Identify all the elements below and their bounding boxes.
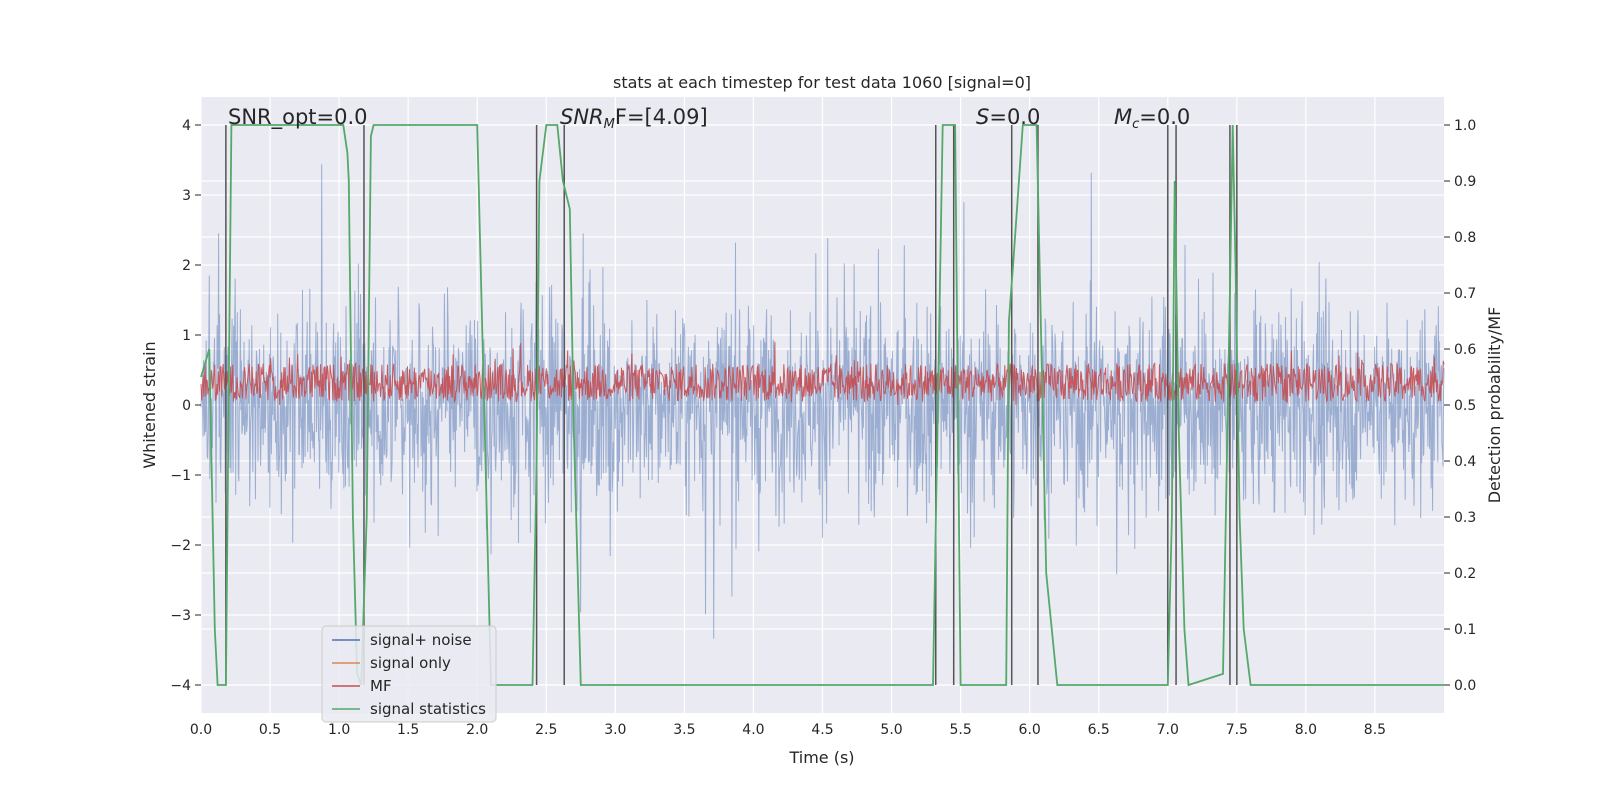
- y2-tick-label: 0.6: [1454, 342, 1476, 358]
- x-tick-label: 1.5: [397, 722, 419, 738]
- x-axis: 0.0 0.5 1.0 1.5 2.0 2.5 3.0 3.5 4.0 4.5 5.0 5.5 6.0 6…: [190, 722, 1386, 738]
- y-tick-label: −1: [170, 468, 191, 484]
- legend-label-mf: MF: [370, 677, 392, 695]
- x-tick-label: 4.5: [811, 722, 833, 738]
- x-tick-label: 2.0: [466, 722, 488, 738]
- x-tick-label: 4.0: [742, 722, 764, 738]
- signal-statistics-line: [200, 124, 1444, 687]
- y2-tick-label: 0.0: [1454, 678, 1476, 694]
- y2-tick-label: 0.3: [1454, 510, 1476, 526]
- y-tick-label: 3: [182, 188, 191, 204]
- x-tick-label: 5.0: [880, 722, 902, 738]
- annotation-s: S=0.0: [976, 105, 1040, 129]
- chart-title: stats at each timestep for test data 106…: [613, 73, 1031, 92]
- x-tick-label: 3.0: [604, 722, 626, 738]
- y-axis-left: 4 3 2 1 0 −1 −2 −3 −4: [170, 118, 201, 694]
- y2-tick-label: 1.0: [1454, 118, 1476, 134]
- x-tick-label: 6.0: [1019, 722, 1041, 738]
- x-tick-label: 6.5: [1088, 722, 1110, 738]
- y2-axis-label: Detection probability/MF: [1485, 307, 1504, 504]
- x-tick-label: 3.5: [673, 722, 695, 738]
- annotation-snr-mf: SNRMF=[4.09]: [560, 105, 708, 132]
- x-tick-label: 8.5: [1364, 722, 1386, 738]
- y2-tick-label: 0.2: [1454, 566, 1476, 582]
- legend-box: [321, 625, 497, 723]
- y2-tick-label: 0.8: [1454, 230, 1476, 246]
- x-tick-label: 8.0: [1295, 722, 1317, 738]
- series-signal-statistics: [200, 124, 1444, 687]
- y2-tick-label: 0.1: [1454, 622, 1476, 638]
- y-tick-label: −3: [170, 608, 191, 624]
- x-tick-label: 1.0: [328, 722, 350, 738]
- y-tick-label: 4: [182, 118, 191, 134]
- y-tick-label: 0: [182, 398, 191, 414]
- annotation-snr-opt: SNR_opt=0.0: [228, 105, 368, 130]
- annotation-mc: Mc=0.0: [1114, 105, 1190, 132]
- y-tick-label: 1: [182, 328, 191, 344]
- x-axis-label: Time (s): [788, 748, 854, 767]
- y-axis-label: Whitened strain: [140, 341, 159, 468]
- x-tick-label: 2.5: [535, 722, 557, 738]
- legend: signal+ noise signal only MF signal stat…: [321, 625, 497, 723]
- y-tick-label: −4: [170, 678, 191, 694]
- legend-label-signal-noise: signal+ noise: [370, 631, 472, 649]
- y2-tick-label: 0.9: [1454, 174, 1476, 190]
- x-tick-label: 0.0: [190, 722, 212, 738]
- y-axis-right: 1.0 0.9 0.8 0.7 0.6 0.5 0.4 0.3 0.2 0.1 0.0: [1444, 118, 1476, 694]
- legend-label-signal-only: signal only: [370, 654, 451, 672]
- x-tick-label: 5.5: [949, 722, 971, 738]
- x-tick-label: 0.5: [259, 722, 281, 738]
- x-tick-label: 7.5: [1226, 722, 1248, 738]
- y-tick-label: 2: [182, 258, 191, 274]
- y-tick-label: −2: [170, 538, 191, 554]
- y2-tick-label: 0.5: [1454, 398, 1476, 414]
- y2-tick-label: 0.4: [1454, 454, 1476, 470]
- legend-label-signal-statistics: signal statistics: [370, 700, 486, 718]
- y2-tick-label: 0.7: [1454, 286, 1476, 302]
- x-tick-label: 7.0: [1157, 722, 1179, 738]
